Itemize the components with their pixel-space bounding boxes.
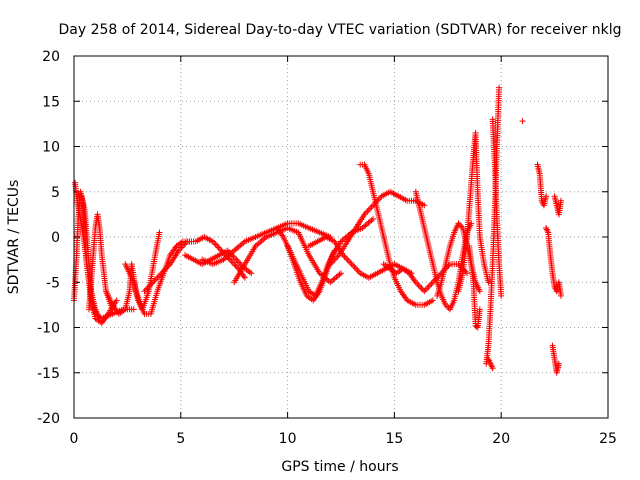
series-arc-20 [466, 243, 483, 331]
data-point [351, 264, 358, 271]
data-point [348, 261, 355, 268]
x-tick-label: 20 [492, 431, 510, 447]
data-point [364, 208, 371, 215]
data-point [473, 323, 480, 330]
y-tick-label: 15 [42, 94, 60, 110]
data-point [415, 282, 422, 289]
data-point [154, 274, 161, 281]
data-point [555, 360, 562, 367]
data-point [543, 193, 550, 200]
series-arc-07 [141, 234, 248, 295]
series-arc-04 [85, 211, 116, 313]
data-point [212, 241, 219, 248]
data-point [421, 202, 428, 209]
data-point [248, 270, 255, 277]
y-tick-label: 20 [42, 49, 60, 65]
y-tick-label: 10 [42, 140, 60, 156]
data-point [342, 255, 349, 262]
data-point [468, 220, 475, 227]
series-arc-28 [549, 342, 562, 376]
data-point [344, 256, 351, 263]
y-tick-label: -10 [37, 321, 60, 337]
data-point [558, 197, 565, 204]
data-point [156, 229, 163, 236]
y-tick-label: 0 [51, 230, 60, 246]
grid [74, 56, 608, 418]
y-tick-label: -20 [37, 411, 60, 427]
series-arc-15 [357, 161, 436, 308]
y-tick-label: -15 [37, 366, 60, 382]
data-point [496, 84, 503, 91]
chart-title: Day 258 of 2014, Sidereal Day-to-day VTE… [59, 22, 622, 38]
axes: 0 5 10 15 20 25 20 15 10 5 0 -5 -10 -15 -20 [37, 49, 617, 447]
series-arc-27 [551, 193, 565, 218]
data-point [428, 280, 435, 287]
data-point [345, 258, 352, 265]
series-arc-24 [519, 118, 526, 125]
data-point [113, 297, 120, 304]
data-point [489, 365, 496, 372]
data-point [182, 240, 189, 247]
data-point [422, 286, 429, 293]
data-point [476, 288, 483, 295]
data-point [544, 227, 551, 234]
series-arc-10 [231, 224, 344, 286]
data-point [214, 243, 221, 250]
data-point [215, 244, 222, 251]
data-point [216, 246, 223, 253]
x-tick-label: 25 [599, 431, 617, 447]
x-tick-label: 15 [385, 431, 403, 447]
data-point [354, 267, 361, 274]
data-point [417, 283, 424, 290]
x-axis-label: GPS time / hours [281, 459, 398, 475]
data-point [498, 292, 505, 299]
data-points [71, 84, 565, 376]
series-arc-22 [489, 116, 505, 299]
y-axis-label: SDTVAR / TECUs [6, 180, 22, 295]
data-point [352, 265, 359, 272]
series-arc-12 [284, 215, 377, 304]
data-point [241, 274, 248, 281]
data-point [370, 215, 377, 222]
series-arc-19 [455, 129, 492, 295]
data-point [424, 285, 431, 292]
series-arc-26 [543, 224, 565, 299]
data-point [519, 118, 526, 125]
data-point [130, 306, 137, 313]
data-point [485, 279, 492, 286]
x-tick-label: 0 [70, 431, 79, 447]
data-point [350, 262, 357, 269]
data-point [421, 288, 428, 295]
data-point [368, 203, 375, 210]
data-point [418, 285, 425, 292]
data-point [476, 306, 483, 313]
y-tick-label: 5 [51, 185, 60, 201]
data-point [338, 270, 344, 277]
data-point [365, 206, 372, 213]
data-point [347, 259, 354, 266]
data-point [367, 205, 374, 212]
data-point [429, 297, 436, 304]
data-point [558, 292, 565, 299]
y-tick-label: -5 [46, 275, 60, 291]
x-tick-label: 10 [279, 431, 297, 447]
series-arc-23 [485, 356, 496, 372]
data-point [425, 283, 432, 290]
x-tick-label: 5 [176, 431, 185, 447]
series-arc-06 [122, 238, 193, 317]
plot-frame [73, 55, 609, 419]
data-point [427, 282, 433, 289]
series-arc-25 [534, 161, 550, 209]
